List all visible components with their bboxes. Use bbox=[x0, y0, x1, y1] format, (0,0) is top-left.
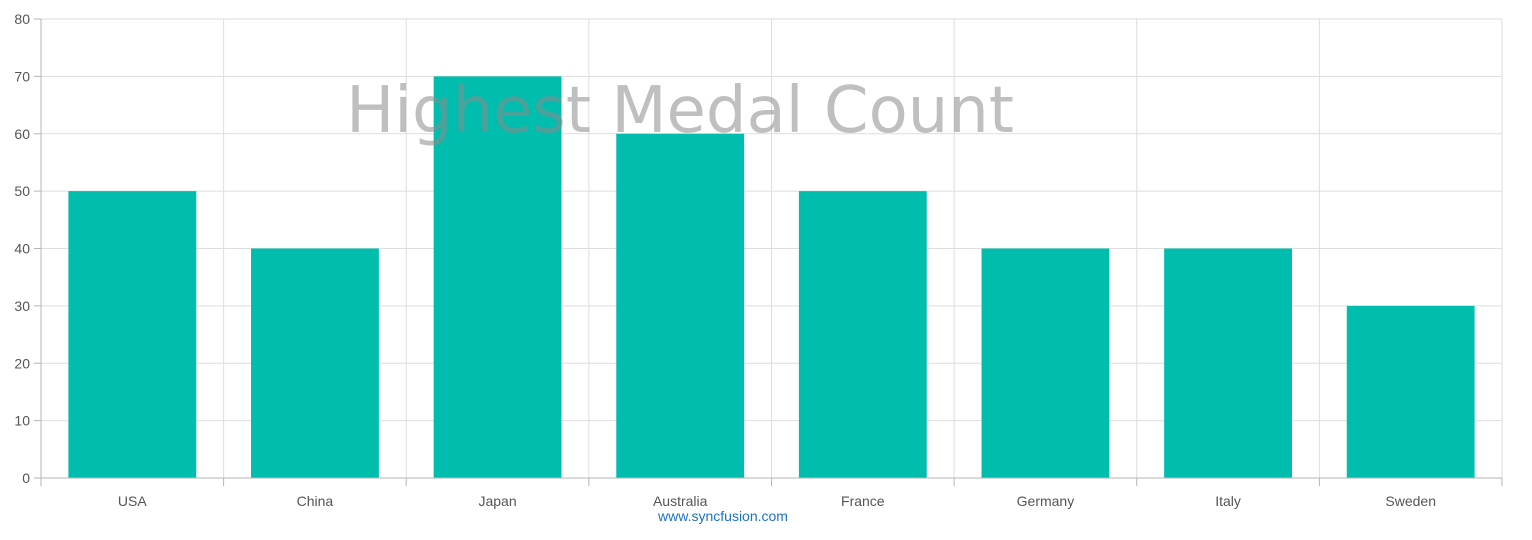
x-axis-tick-label: Italy bbox=[1215, 493, 1241, 509]
x-axis-tick-label: Japan bbox=[478, 493, 516, 509]
x-axis-tick-labels: USA China Japan Australia France Germany Italy… bbox=[118, 493, 1436, 509]
grid-lines bbox=[41, 18, 1503, 478]
bar-usa bbox=[68, 191, 197, 478]
chart-title: Highest Medal Count bbox=[346, 74, 1014, 148]
source-link[interactable]: www.syncfusion.com bbox=[658, 508, 788, 524]
bar-italy bbox=[1164, 248, 1292, 478]
x-axis-tick-label: USA bbox=[118, 493, 147, 509]
y-axis-tick-label: 40 bbox=[14, 241, 30, 257]
bar-japan bbox=[433, 76, 562, 478]
x-axis-tick-label: Sweden bbox=[1385, 493, 1436, 509]
bar-germany bbox=[981, 248, 1110, 478]
y-axis-tick-label: 0 bbox=[22, 470, 30, 486]
y-axis-tick-label: 80 bbox=[14, 11, 30, 27]
y-axis-tick-label: 30 bbox=[14, 298, 30, 314]
y-axis-tick-label: 20 bbox=[14, 355, 30, 371]
bar-china bbox=[251, 248, 379, 478]
y-axis-tick-label: 50 bbox=[14, 183, 30, 199]
x-axis-tick-label: Germany bbox=[1017, 493, 1075, 509]
x-axis-tick-label: France bbox=[841, 493, 885, 509]
axes bbox=[34, 18, 1503, 486]
y-axis-tick-label: 10 bbox=[14, 413, 30, 429]
y-axis-tick-label: 60 bbox=[14, 126, 30, 142]
x-axis-tick-label: Australia bbox=[653, 493, 708, 509]
x-axis-tick-label: China bbox=[297, 493, 334, 509]
bar-series bbox=[68, 76, 1475, 478]
bar-australia bbox=[616, 133, 745, 478]
bar-france bbox=[798, 191, 927, 478]
bar-sweden bbox=[1346, 305, 1475, 478]
y-axis-tick-label: 70 bbox=[14, 68, 30, 84]
y-axis-tick-labels: 0 10 20 30 40 50 60 70 80 bbox=[14, 11, 30, 486]
